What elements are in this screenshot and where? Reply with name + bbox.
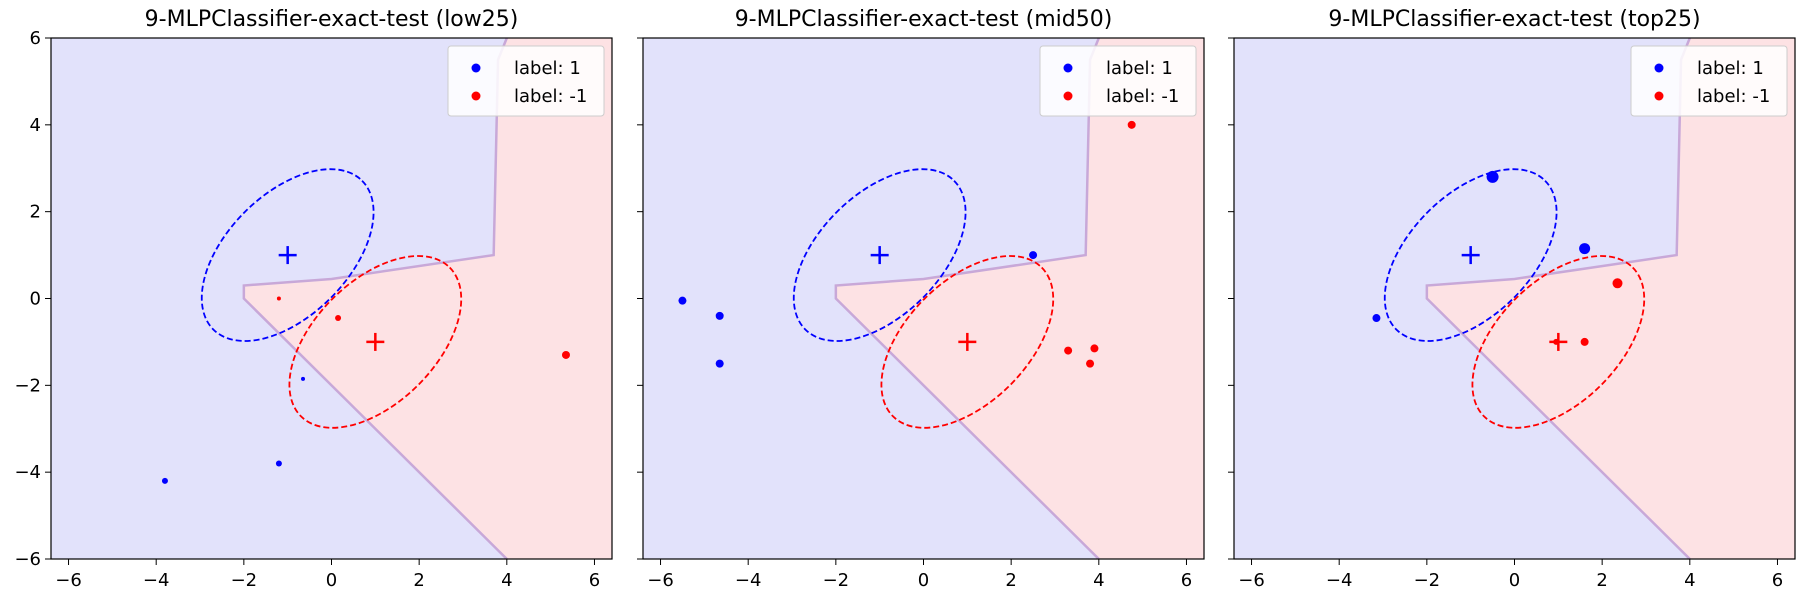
x-tick-label: −4 <box>143 570 170 591</box>
panel-2: −6 −4 −2 0 2 4 6 9-MLPClassifier-exact-test (mi… <box>637 7 1205 591</box>
x-tick-label: 4 <box>1684 570 1695 591</box>
x-tick-label: 6 <box>1772 570 1783 591</box>
x-tick-label: 0 <box>1509 570 1520 591</box>
class-mean-marker-1 <box>1461 246 1480 265</box>
legend-label-1: label: 1 <box>514 58 581 79</box>
class-mean-marker-2 <box>958 332 977 351</box>
covariance-ellipse-1 <box>1383 168 1558 342</box>
y-tick-label: 2 <box>30 202 41 223</box>
plot-area <box>643 38 1204 559</box>
x-tick-label: 2 <box>413 570 424 591</box>
x-tick-label: 6 <box>589 570 600 591</box>
panel-1: −6 −4 −2 0 2 4 6 −6 −4 −2 0 2 4 6 9-MLPClassifier-exac… <box>14 7 613 591</box>
legend-marker-1 <box>471 63 481 73</box>
panel-title: 9-MLPClassifier-exact-test (low25) <box>145 7 519 32</box>
x-tick-label: −4 <box>735 570 762 591</box>
legend-label-1: label: 1 <box>1697 58 1764 79</box>
data-point-series1-2 <box>1579 243 1591 255</box>
x-tick-label: −2 <box>1414 570 1441 591</box>
region-label-neg1 <box>243 38 612 559</box>
region-label-neg1 <box>1426 38 1795 559</box>
legend: label: 1 label: -1 <box>1039 45 1197 117</box>
data-point-series2-3 <box>1090 344 1099 353</box>
x-tick-label: 2 <box>1596 570 1607 591</box>
x-tick-label: 4 <box>1093 570 1104 591</box>
legend-label-1: label: 1 <box>1106 58 1173 79</box>
legend-marker-1 <box>1063 63 1073 73</box>
panel-title: 9-MLPClassifier-exact-test (top25) <box>1328 7 1700 32</box>
data-point-series2-2 <box>335 315 342 322</box>
legend: label: 1 label: -1 <box>1630 45 1788 117</box>
legend-marker-2 <box>1063 91 1073 101</box>
y-tick-label: −4 <box>14 462 41 483</box>
plot-area <box>1234 38 1795 559</box>
data-point-series2-3 <box>561 350 570 359</box>
legend-box <box>447 45 605 117</box>
data-point-series2-1 <box>276 296 281 301</box>
data-point-series2-3 <box>1553 338 1560 345</box>
panel-title: 9-MLPClassifier-exact-test (mid50) <box>735 7 1113 32</box>
x-tick-label: −2 <box>231 570 258 591</box>
data-point-series1-1 <box>1486 170 1499 183</box>
legend-box <box>1630 45 1788 117</box>
x-tick-label: −6 <box>1238 570 1265 591</box>
data-point-series1-1 <box>161 477 168 484</box>
data-point-series1-3 <box>301 376 306 381</box>
covariance-ellipse-2 <box>1471 255 1646 429</box>
class-mean-marker-1 <box>278 246 297 265</box>
covariance-ellipse-1 <box>792 168 967 342</box>
legend-box <box>1039 45 1197 117</box>
panel-3: −6 −4 −2 0 2 4 6 9-MLPClassifier-exact-test (to… <box>1228 7 1796 591</box>
data-point-series2-2 <box>1086 359 1095 368</box>
data-point-series2-2 <box>1580 337 1589 346</box>
legend-label-2: label: -1 <box>514 86 587 107</box>
x-tick-label: −6 <box>647 570 674 591</box>
x-tick-label: −2 <box>823 570 850 591</box>
covariance-ellipse-2 <box>880 255 1055 429</box>
y-tick-label: 6 <box>30 28 41 49</box>
x-tick-label: −4 <box>1326 570 1353 591</box>
x-tick-label: 0 <box>326 570 337 591</box>
legend-label-2: label: -1 <box>1697 86 1770 107</box>
class-mean-marker-2 <box>366 332 385 351</box>
y-tick-label: −2 <box>14 375 41 396</box>
x-tick-label: 0 <box>918 570 929 591</box>
plot-area <box>51 38 612 559</box>
legend-marker-1 <box>1654 63 1664 73</box>
x-tick-label: 2 <box>1005 570 1016 591</box>
data-point-series1-2 <box>275 460 282 467</box>
covariance-ellipse-1 <box>200 168 375 342</box>
legend: label: 1 label: -1 <box>447 45 605 117</box>
data-point-series2-1 <box>1612 278 1623 289</box>
y-tick-label: 0 <box>30 289 41 310</box>
data-point-series1-3 <box>1372 314 1381 323</box>
legend-marker-2 <box>1654 91 1664 101</box>
data-point-series1-1 <box>678 296 687 305</box>
y-tick-label: 4 <box>30 115 41 136</box>
data-point-series1-4 <box>1029 251 1038 260</box>
class-mean-marker-1 <box>870 246 889 265</box>
region-label-neg1 <box>835 38 1204 559</box>
covariance-ellipse-2 <box>288 255 463 429</box>
x-tick-label: 6 <box>1181 570 1192 591</box>
y-tick-label: −6 <box>14 549 41 570</box>
legend-label-2: label: -1 <box>1106 86 1179 107</box>
data-point-series2-4 <box>1127 120 1136 129</box>
data-point-series1-2 <box>715 311 724 320</box>
legend-marker-2 <box>471 91 481 101</box>
data-point-series2-1 <box>1064 346 1073 355</box>
data-point-series1-3 <box>715 359 724 368</box>
x-tick-label: 4 <box>501 570 512 591</box>
x-tick-label: −6 <box>55 570 82 591</box>
